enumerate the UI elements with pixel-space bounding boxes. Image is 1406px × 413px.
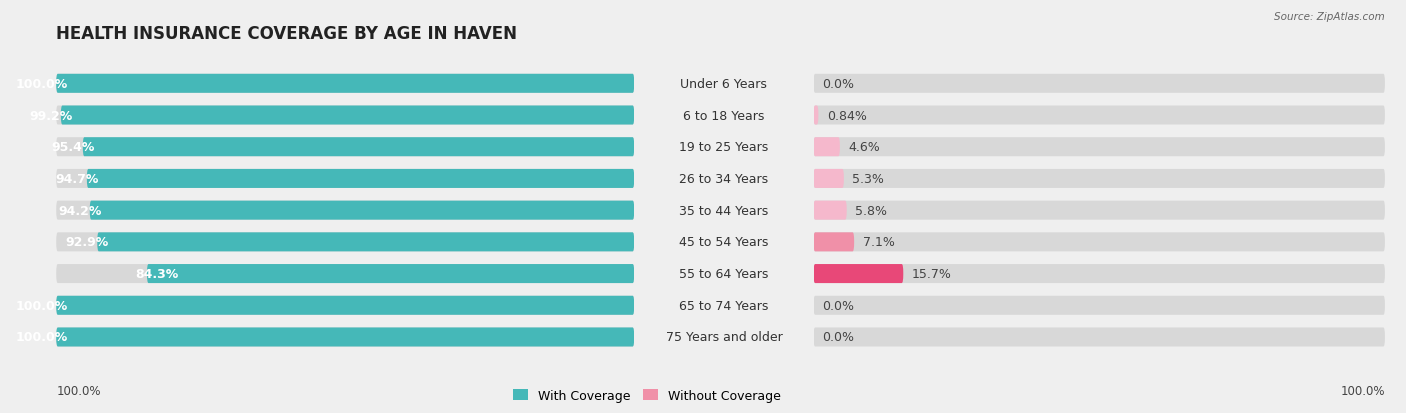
FancyBboxPatch shape [56,264,634,283]
Text: Source: ZipAtlas.com: Source: ZipAtlas.com [1274,12,1385,22]
Text: 95.4%: 95.4% [51,141,94,154]
FancyBboxPatch shape [814,106,818,125]
FancyBboxPatch shape [56,169,634,188]
FancyBboxPatch shape [56,106,634,125]
FancyBboxPatch shape [814,296,1385,315]
FancyBboxPatch shape [814,201,1385,220]
Text: 6 to 18 Years: 6 to 18 Years [683,109,765,122]
FancyBboxPatch shape [56,75,634,94]
FancyBboxPatch shape [814,233,1385,252]
Text: 26 to 34 Years: 26 to 34 Years [679,173,769,185]
FancyBboxPatch shape [814,264,1385,283]
Text: HEALTH INSURANCE COVERAGE BY AGE IN HAVEN: HEALTH INSURANCE COVERAGE BY AGE IN HAVE… [56,25,517,43]
Text: 84.3%: 84.3% [135,267,179,280]
Legend: With Coverage, Without Coverage: With Coverage, Without Coverage [508,384,786,407]
FancyBboxPatch shape [814,169,844,188]
FancyBboxPatch shape [814,328,1385,347]
FancyBboxPatch shape [56,296,634,315]
Text: 75 Years and older: 75 Years and older [665,331,782,344]
Text: 94.7%: 94.7% [55,173,98,185]
FancyBboxPatch shape [83,138,634,157]
FancyBboxPatch shape [56,328,634,347]
Text: 94.2%: 94.2% [58,204,101,217]
Text: 0.0%: 0.0% [823,331,855,344]
Text: 35 to 44 Years: 35 to 44 Years [679,204,769,217]
Text: 7.1%: 7.1% [863,236,894,249]
Text: 100.0%: 100.0% [56,384,101,397]
FancyBboxPatch shape [56,328,634,347]
Text: 5.3%: 5.3% [852,173,884,185]
FancyBboxPatch shape [814,75,1385,94]
Text: 99.2%: 99.2% [30,109,73,122]
FancyBboxPatch shape [56,75,634,94]
Text: 0.0%: 0.0% [823,299,855,312]
FancyBboxPatch shape [814,138,839,157]
FancyBboxPatch shape [814,201,846,220]
FancyBboxPatch shape [814,169,1385,188]
Text: 100.0%: 100.0% [15,299,67,312]
FancyBboxPatch shape [56,201,634,220]
Text: 55 to 64 Years: 55 to 64 Years [679,267,769,280]
Text: 100.0%: 100.0% [15,331,67,344]
Text: 5.8%: 5.8% [855,204,887,217]
FancyBboxPatch shape [87,169,634,188]
FancyBboxPatch shape [56,233,634,252]
FancyBboxPatch shape [148,264,634,283]
Text: 100.0%: 100.0% [1340,384,1385,397]
Text: 65 to 74 Years: 65 to 74 Years [679,299,769,312]
FancyBboxPatch shape [60,106,634,125]
Text: 45 to 54 Years: 45 to 54 Years [679,236,769,249]
FancyBboxPatch shape [90,201,634,220]
Text: Under 6 Years: Under 6 Years [681,78,768,90]
FancyBboxPatch shape [97,233,634,252]
Text: 0.0%: 0.0% [823,78,855,90]
Text: 100.0%: 100.0% [15,78,67,90]
Text: 19 to 25 Years: 19 to 25 Years [679,141,769,154]
Text: 0.84%: 0.84% [827,109,868,122]
Text: 15.7%: 15.7% [912,267,952,280]
Text: 4.6%: 4.6% [848,141,880,154]
FancyBboxPatch shape [814,106,1385,125]
Text: 92.9%: 92.9% [66,236,108,249]
FancyBboxPatch shape [814,264,903,283]
FancyBboxPatch shape [814,233,855,252]
FancyBboxPatch shape [56,138,634,157]
FancyBboxPatch shape [56,296,634,315]
FancyBboxPatch shape [814,138,1385,157]
